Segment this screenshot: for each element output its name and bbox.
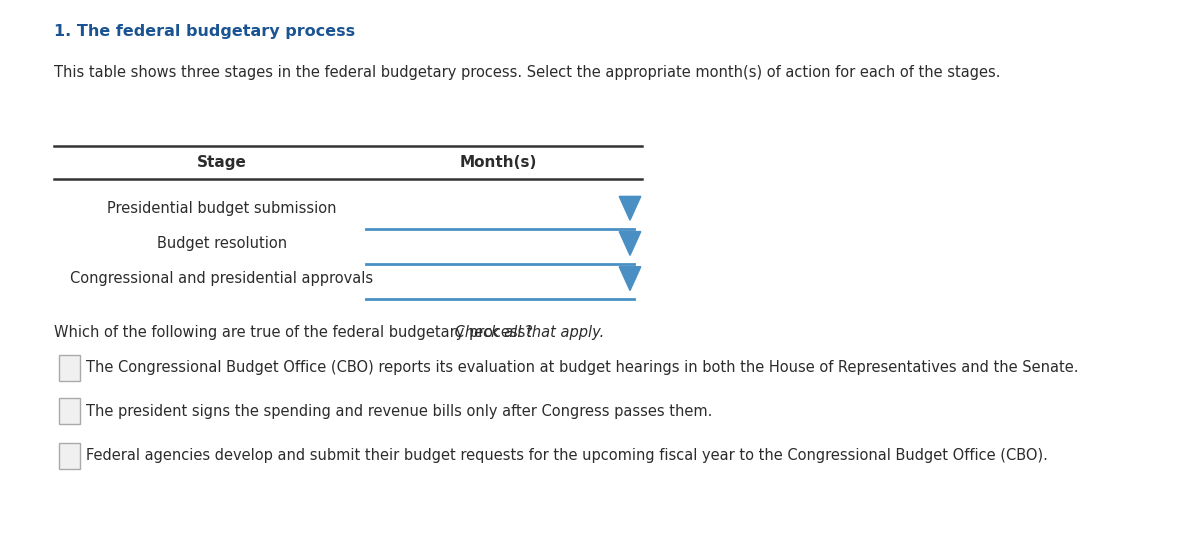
Text: Congressional and presidential approvals: Congressional and presidential approvals xyxy=(71,271,373,286)
Text: Federal agencies develop and submit their budget requests for the upcoming fisca: Federal agencies develop and submit thei… xyxy=(86,448,1049,463)
Text: The Congressional Budget Office (CBO) reports its evaluation at budget hearings : The Congressional Budget Office (CBO) re… xyxy=(86,360,1079,375)
Text: Which of the following are true of the federal budgetary process?: Which of the following are true of the f… xyxy=(54,325,533,340)
Text: Month(s): Month(s) xyxy=(460,155,536,170)
Text: Budget resolution: Budget resolution xyxy=(157,236,287,251)
Text: Presidential budget submission: Presidential budget submission xyxy=(107,201,337,216)
Text: Stage: Stage xyxy=(197,155,247,170)
Text: The president signs the spending and revenue bills only after Congress passes th: The president signs the spending and rev… xyxy=(86,404,713,419)
Text: 1. The federal budgetary process: 1. The federal budgetary process xyxy=(54,24,355,39)
Text: This table shows three stages in the federal budgetary process. Select the appro: This table shows three stages in the fed… xyxy=(54,65,1001,80)
Text: Check all that apply.: Check all that apply. xyxy=(450,325,605,340)
